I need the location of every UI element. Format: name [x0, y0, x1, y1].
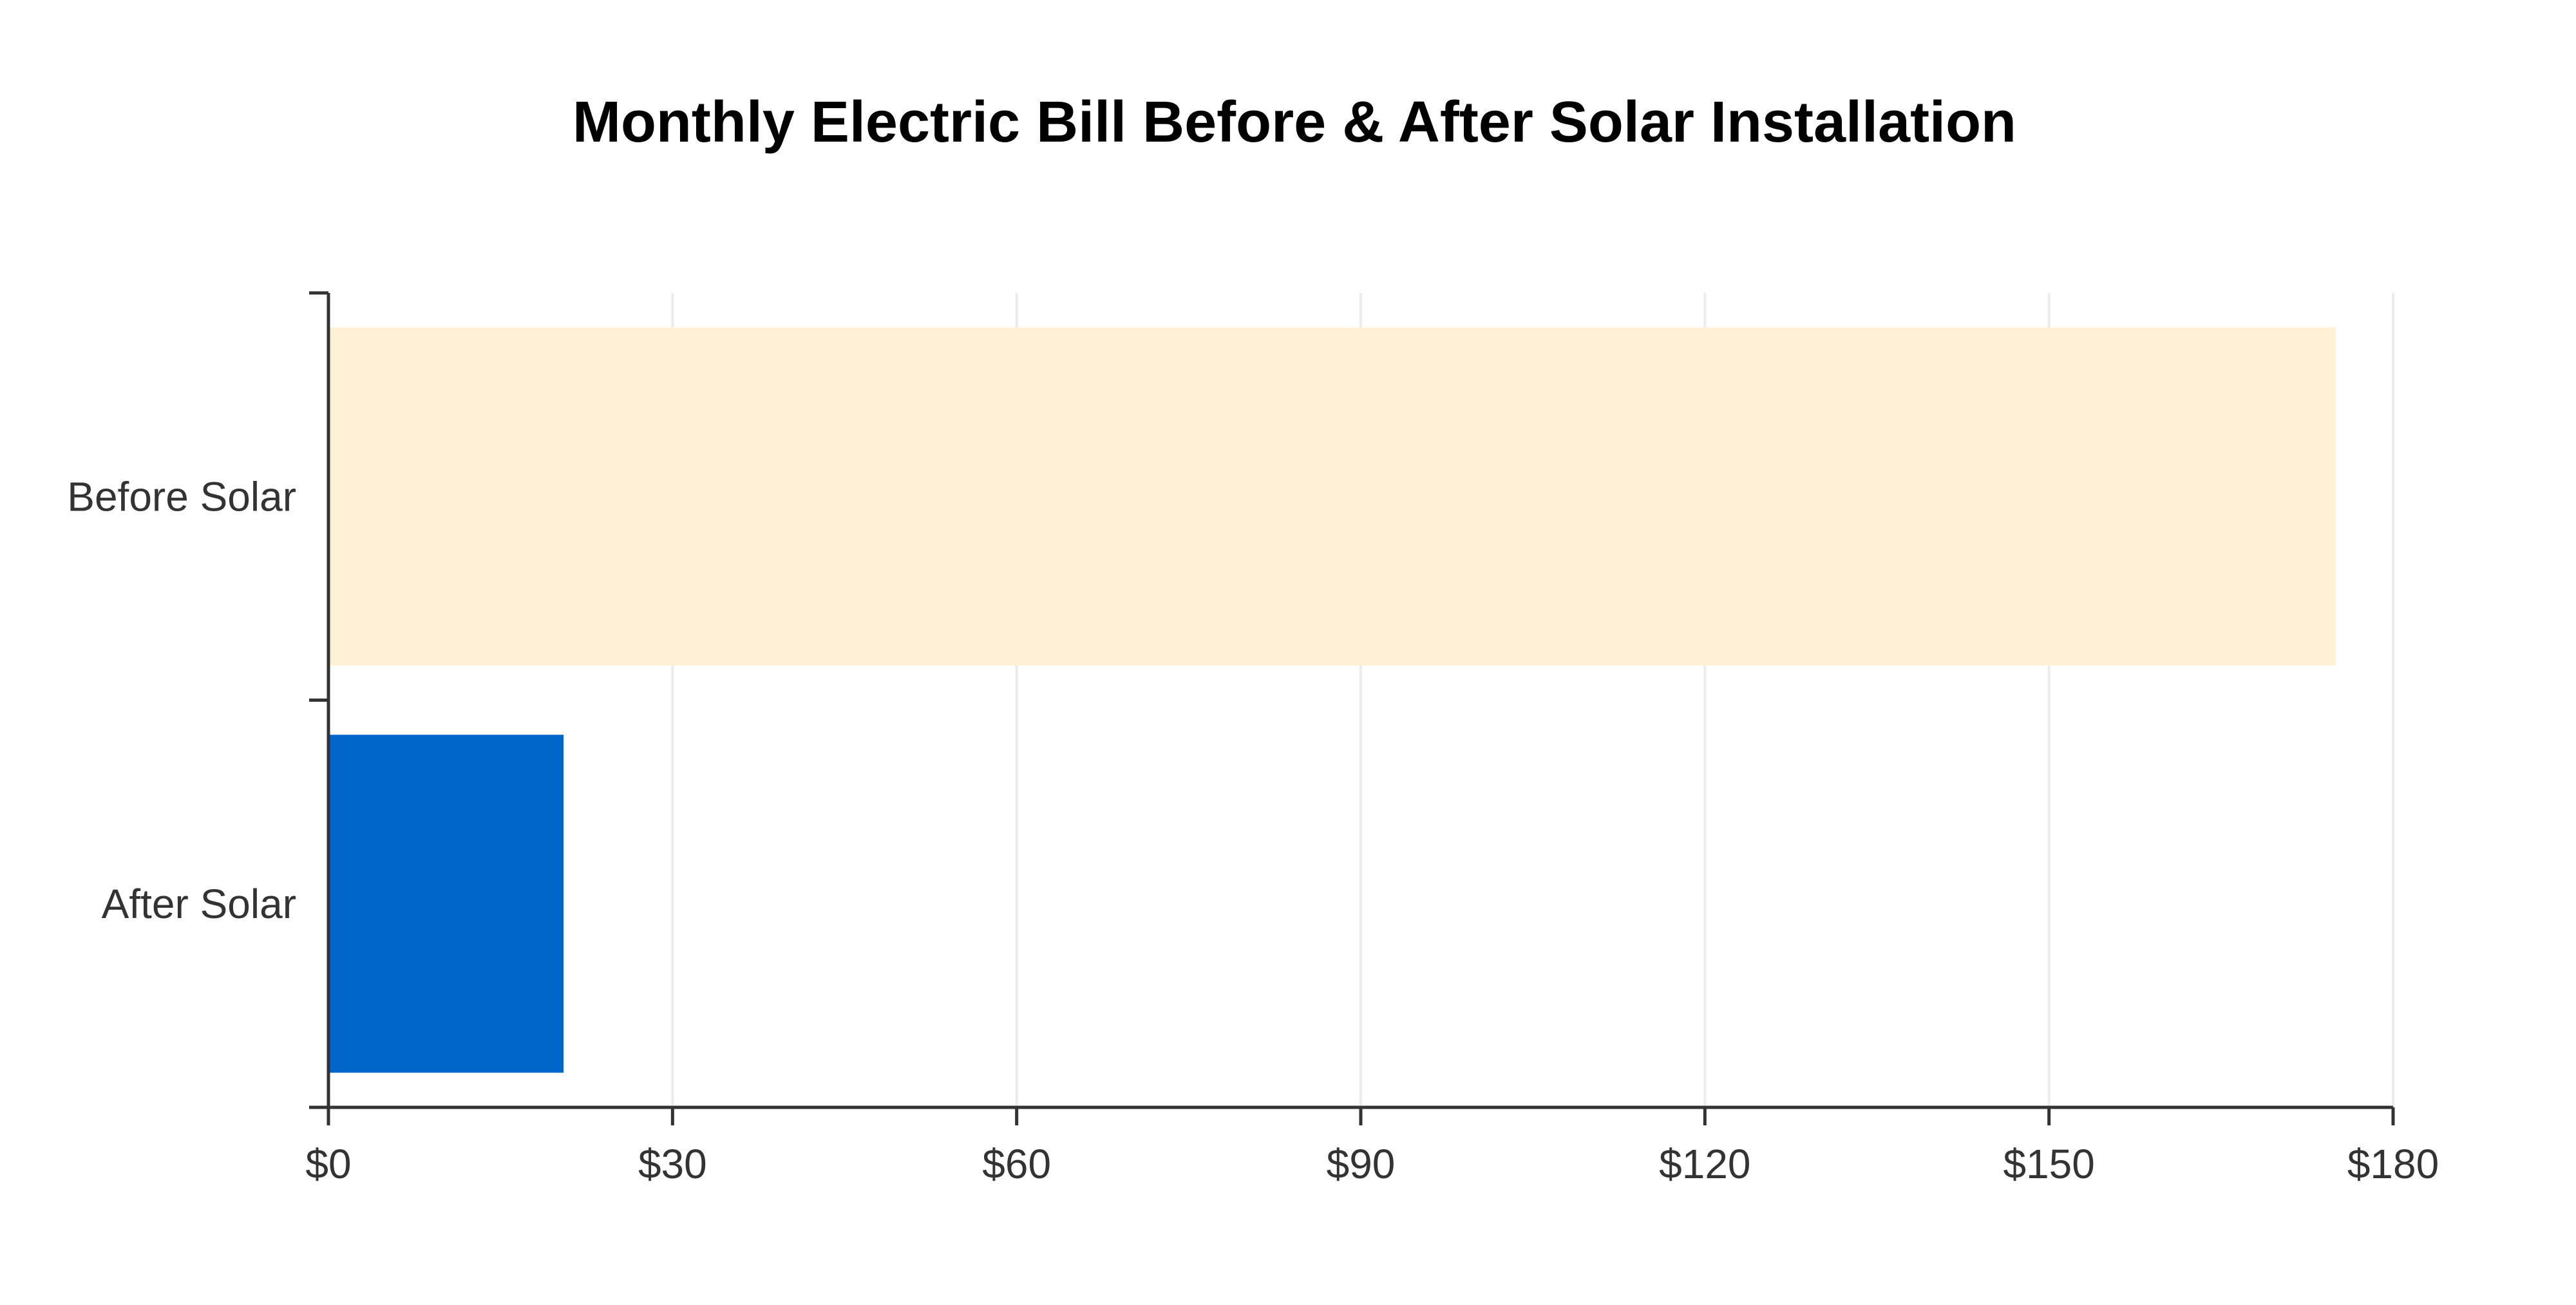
chart-title: Monthly Electric Bill Before & After Sol… [573, 90, 2016, 155]
x-tick-label: $180 [2347, 1141, 2439, 1187]
category-label: Before Solar [67, 473, 296, 520]
tick-labels: $0 $30 $60 $90 $120 $150 $180 Before Solar After… [67, 473, 2439, 1187]
bar-before-solar [328, 327, 2336, 666]
category-label: After Solar [102, 881, 296, 927]
x-tick-label: $90 [1327, 1141, 1396, 1187]
x-tick-label: $150 [2003, 1141, 2094, 1187]
x-tick-label: $60 [982, 1141, 1051, 1187]
x-tick-label: $0 [305, 1141, 351, 1187]
axes [309, 291, 2395, 1125]
bars [328, 327, 2336, 1073]
bar-after-solar [328, 735, 564, 1073]
x-tick-label: $30 [638, 1141, 707, 1187]
x-tick-label: $120 [1659, 1141, 1750, 1187]
